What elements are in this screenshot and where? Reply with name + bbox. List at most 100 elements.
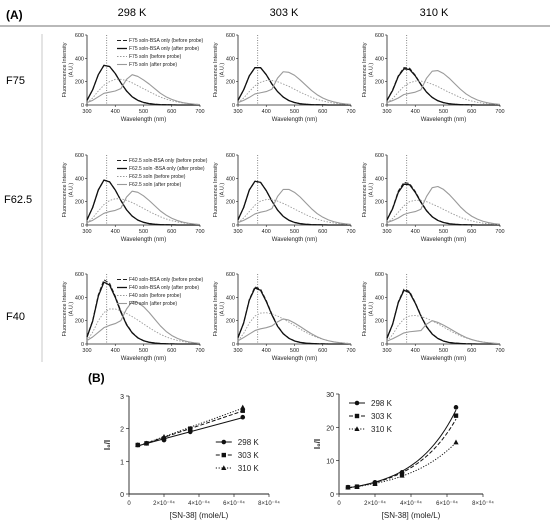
x-tick-label: 700 xyxy=(495,229,504,235)
x-tick-label: 700 xyxy=(346,109,355,115)
legend-label: F40 soln (after probe) xyxy=(129,301,177,307)
sv-plot-exp: 0 10 20 30 0 2×10⁻⁰⁴ 4×10⁻⁰⁴ 6×10⁻⁰⁴ 8×10⁻⁰⁴ [SN-… xyxy=(313,392,494,520)
x-tick-label: 2×10⁻⁰⁴ xyxy=(153,500,175,507)
x-axis-label: Wavelength (nm) xyxy=(272,356,317,362)
y-tick-label: 200 xyxy=(226,80,235,86)
legend-label: 298 K xyxy=(238,438,260,447)
y-tick-label: 0 xyxy=(81,342,84,348)
x-tick-label: 400 xyxy=(411,348,420,354)
legend-label: 310 K xyxy=(238,464,260,473)
y-axis-label: I₀/I xyxy=(103,440,112,450)
series-line-3 xyxy=(86,198,201,225)
x-tick-label: 700 xyxy=(195,229,204,235)
x-tick-label: 400 xyxy=(111,229,120,235)
series-line-4 xyxy=(237,188,352,225)
x-tick-label: 300 xyxy=(82,229,91,235)
x-tick-label: 600 xyxy=(467,109,476,115)
panel-b-label: (B) xyxy=(88,371,105,385)
series-line-2 xyxy=(386,68,500,106)
x-axis-label: Wavelength (nm) xyxy=(121,356,166,362)
x-tick-label: 300 xyxy=(382,348,391,354)
legend-label: F62.5 soln (before probe) xyxy=(129,174,186,180)
spectrum-panel-F40-303K: 0 200 400 600 300 400 500 600 700 Wavelength (nm)… xyxy=(213,272,356,362)
row-label-f40: F40 xyxy=(6,311,25,323)
y-tick-label: 30 xyxy=(326,392,334,399)
spectrum-panel-F40-310K: 0 200 400 600 300 400 500 600 700 Wavelength (nm)… xyxy=(362,272,505,362)
y-axis-label: Fluorescence Intensity(A.U.) xyxy=(62,42,75,97)
sv-plot-linear: 0 1 2 3 0 2×10⁻⁰⁴ 4×10⁻⁰⁴ 6×10⁻⁰⁴ 8×10⁻⁰⁴ [SN-38]… xyxy=(103,394,280,520)
series-line-4 xyxy=(386,320,501,345)
x-tick-label: 400 xyxy=(111,109,120,115)
series-line-2 xyxy=(237,287,351,345)
legend-label: F62.5 soln (after probe) xyxy=(129,182,182,188)
y-tick-label: 400 xyxy=(75,56,84,62)
y-tick-label: 0 xyxy=(232,223,235,229)
x-axis-label: Wavelength (nm) xyxy=(421,237,466,243)
y-axis-label: Fluorescence Intensity(A.U.) xyxy=(62,281,75,336)
y-axis-label: Fluorescence Intensity(A.U.) xyxy=(213,281,226,336)
x-tick-label: 500 xyxy=(139,109,148,115)
y-tick-label: 0 xyxy=(232,103,235,109)
y-tick-label: 400 xyxy=(375,176,384,182)
series-line-4 xyxy=(386,70,501,105)
legend-marker xyxy=(354,426,360,431)
data-point-310K xyxy=(161,434,167,439)
y-axis-label: Fluorescence Intensity(A.U.) xyxy=(213,42,226,97)
x-tick-label: 500 xyxy=(439,229,448,235)
y-tick-label: 200 xyxy=(75,200,84,206)
x-tick-label: 600 xyxy=(318,229,327,235)
x-tick-label: 300 xyxy=(82,348,91,354)
y-tick-label: 200 xyxy=(75,319,84,325)
x-tick-label: 700 xyxy=(195,348,204,354)
x-tick-label: 700 xyxy=(346,229,355,235)
x-tick-label: 8×10⁻⁰⁴ xyxy=(472,500,494,507)
x-tick-label: 600 xyxy=(167,348,176,354)
x-axis-label: Wavelength (nm) xyxy=(121,237,166,243)
x-axis-label: Wavelength (nm) xyxy=(121,117,166,123)
y-tick-label: 400 xyxy=(226,176,235,182)
y-tick-label: 200 xyxy=(75,80,84,86)
spectrum-panel-F62.5-298K: 0 200 400 600 300 400 500 600 700 Wavelength (nm)… xyxy=(62,153,208,243)
data-point-310K xyxy=(135,442,141,447)
x-tick-label: 4×10⁻⁰⁴ xyxy=(188,500,210,507)
x-tick-label: 400 xyxy=(411,229,420,235)
y-tick-label: 600 xyxy=(226,33,235,39)
series-line-4 xyxy=(237,318,352,345)
x-tick-label: 400 xyxy=(262,348,271,354)
y-tick-label: 0 xyxy=(81,103,84,109)
series-line-4 xyxy=(386,185,501,225)
x-axis-label: Wavelength (nm) xyxy=(272,117,317,123)
y-tick-label: 600 xyxy=(75,33,84,39)
row-label-f62.5: F62.5 xyxy=(4,194,32,206)
temp-header-303: 303 K xyxy=(270,7,299,19)
legend-label: F75 soln (before probe) xyxy=(129,54,182,60)
x-axis-label: Wavelength (nm) xyxy=(421,356,466,362)
x-tick-label: 0 xyxy=(127,501,131,507)
series-line-4 xyxy=(86,74,201,106)
spectrum-panel-F62.5-310K: 0 200 400 600 300 400 500 600 700 Wavelength (nm)… xyxy=(362,153,505,243)
x-tick-label: 500 xyxy=(139,229,148,235)
spectrum-panel-F40-298K: 0 200 400 600 300 400 500 600 700 Wavelength (nm)… xyxy=(62,272,205,362)
legend-label: 310 K xyxy=(371,425,393,434)
y-tick-label: 600 xyxy=(226,272,235,278)
y-tick-label: 400 xyxy=(75,295,84,301)
y-tick-label: 200 xyxy=(226,200,235,206)
temp-header-298: 298 K xyxy=(118,7,147,19)
y-tick-label: 200 xyxy=(375,319,384,325)
spectrum-panel-F62.5-303K: 0 200 400 600 300 400 500 600 700 Wavelength (nm)… xyxy=(213,153,356,243)
x-tick-label: 300 xyxy=(82,109,91,115)
y-tick-label: 400 xyxy=(375,295,384,301)
series-line-2 xyxy=(86,64,200,106)
y-tick-label: 200 xyxy=(375,80,384,86)
y-tick-label: 400 xyxy=(375,56,384,62)
y-tick-label: 600 xyxy=(375,272,384,278)
y-tick-label: 400 xyxy=(226,56,235,62)
x-tick-label: 6×10⁻⁰⁴ xyxy=(223,500,245,507)
data-point-298K xyxy=(240,414,246,420)
series-line-2 xyxy=(386,289,500,345)
y-tick-label: 0 xyxy=(381,342,384,348)
temp-header-310: 310 K xyxy=(420,7,449,19)
y-tick-label: 400 xyxy=(75,176,84,182)
legend-label: F62.5 soln -BSA only (after probe) xyxy=(129,166,205,172)
x-tick-label: 400 xyxy=(262,109,271,115)
